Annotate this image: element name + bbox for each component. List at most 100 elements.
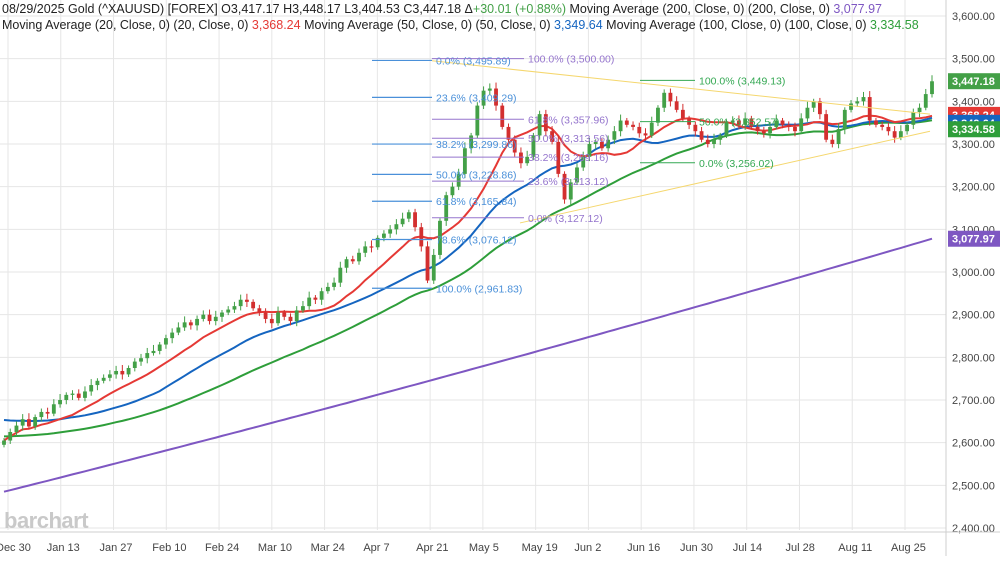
candle-up — [164, 338, 168, 345]
fib2-label: 0.0% (3,127.12) — [528, 213, 603, 225]
candle-up — [438, 220, 442, 255]
legend-ma20-params: (20, Close, 0) — [173, 18, 249, 32]
candle-up — [170, 332, 175, 339]
legend-open-label: O — [221, 2, 231, 16]
fib2-label: 23.6% (3,213.12) — [528, 176, 609, 188]
y-tick-label: 2,600.00 — [952, 438, 995, 450]
candle-up — [799, 118, 804, 132]
x-tick-label: Aug 11 — [838, 542, 872, 554]
legend-ma20-value: 3,368.24 — [251, 18, 301, 32]
candle-down — [350, 259, 355, 262]
candle-up — [612, 131, 617, 140]
candle-up — [618, 120, 623, 132]
price-badge-label: 3,077.97 — [952, 234, 995, 246]
candle-down — [282, 312, 287, 317]
y-tick-label: 3,400.00 — [952, 96, 995, 108]
candle-down — [793, 126, 797, 132]
x-tick-label: Jun 2 — [574, 542, 601, 554]
candle-up — [575, 167, 579, 183]
candle-up — [89, 385, 94, 392]
legend-close-label: C — [403, 2, 413, 16]
candle-down — [45, 411, 50, 414]
legend-low-label: L — [344, 2, 352, 16]
candle-up — [855, 101, 860, 104]
candle-down — [643, 133, 648, 136]
candle-up — [849, 103, 853, 110]
fib2-label: 100.0% (3,500.00) — [528, 54, 614, 66]
candle-down — [512, 139, 517, 153]
candle-down — [749, 118, 754, 127]
candle-up — [531, 135, 536, 157]
x-tick-label: May 5 — [469, 542, 499, 554]
candle-up — [712, 139, 716, 144]
candle-up — [774, 120, 779, 127]
candle-up — [811, 101, 816, 108]
candle-down — [188, 322, 193, 326]
candle-up — [450, 186, 455, 196]
y-tick-label: 3,300.00 — [952, 139, 995, 151]
candle-down — [637, 126, 642, 134]
candle-down — [263, 312, 268, 319]
candle-down — [674, 101, 679, 110]
candle-down — [668, 92, 673, 102]
legend-ma200-label: Moving Average (200, Close, 0) — [569, 2, 745, 16]
legend-ma50-label: Moving Average (50, Close, 0) — [304, 18, 472, 32]
candle-up — [431, 254, 436, 281]
candle-up — [475, 105, 480, 136]
candle-up — [20, 419, 25, 426]
legend-ma200-value: 3,077.97 — [833, 2, 883, 16]
fib1-label: 78.6% (3,076.12) — [436, 235, 517, 247]
candle-down — [550, 131, 554, 142]
candle-up — [400, 218, 405, 225]
candle-down — [494, 88, 498, 106]
fib2-label: 38.2% (3,269.16) — [528, 152, 609, 164]
x-tick-label: Jan 27 — [100, 542, 133, 554]
x-tick-label: Jul 14 — [733, 542, 762, 554]
price-badge — [948, 121, 1000, 138]
candle-down — [519, 152, 523, 164]
candle-up — [568, 182, 573, 200]
legend-change-label: Δ — [464, 2, 473, 16]
candle-up — [226, 309, 231, 313]
candle-down — [780, 120, 785, 125]
candle-up — [394, 224, 399, 230]
candle-down — [680, 109, 685, 119]
fib1-label: 23.6% (3,409.29) — [436, 92, 517, 104]
candle-up — [487, 88, 492, 91]
candle-up — [195, 318, 199, 326]
x-tick-label: May 19 — [522, 542, 558, 554]
candle-up — [363, 246, 368, 253]
x-tick-label: Aug 25 — [891, 542, 926, 554]
candle-up — [911, 112, 916, 125]
y-tick-label: 2,900.00 — [952, 310, 995, 322]
candle-down — [880, 124, 885, 127]
candle-down — [624, 120, 629, 125]
legend-high: 3,448.17 — [292, 2, 341, 16]
fib3-label: 0.0% (3,256.02) — [699, 158, 774, 170]
fib1-label: 100.0% (2,961.83) — [436, 283, 522, 295]
x-tick-label: Jan 13 — [47, 542, 80, 554]
y-tick-label: 3,600.00 — [952, 11, 995, 23]
x-tick-label: Dec 30 — [0, 542, 31, 554]
candle-up — [338, 267, 343, 283]
legend-ma20-label: Moving Average (20, Close, 0) — [2, 18, 170, 32]
candle-up — [232, 306, 237, 310]
x-tick-label: Apr 21 — [416, 542, 448, 554]
candle-up — [182, 322, 187, 328]
candle-up — [456, 173, 461, 187]
candle-down — [599, 141, 604, 149]
y-tick-label: 2,400.00 — [952, 523, 995, 535]
candle-up — [718, 135, 723, 140]
candle-down — [26, 419, 31, 427]
fib2-label: 50.0% (3,313.56) — [528, 133, 609, 145]
candle-up — [656, 107, 660, 123]
candle-up — [743, 118, 748, 125]
candle-down — [413, 212, 417, 228]
candle-up — [325, 286, 330, 292]
candle-down — [425, 246, 430, 281]
candle-up — [2, 440, 6, 445]
candle-down — [76, 393, 81, 398]
x-tick-label: Jul 28 — [785, 542, 814, 554]
